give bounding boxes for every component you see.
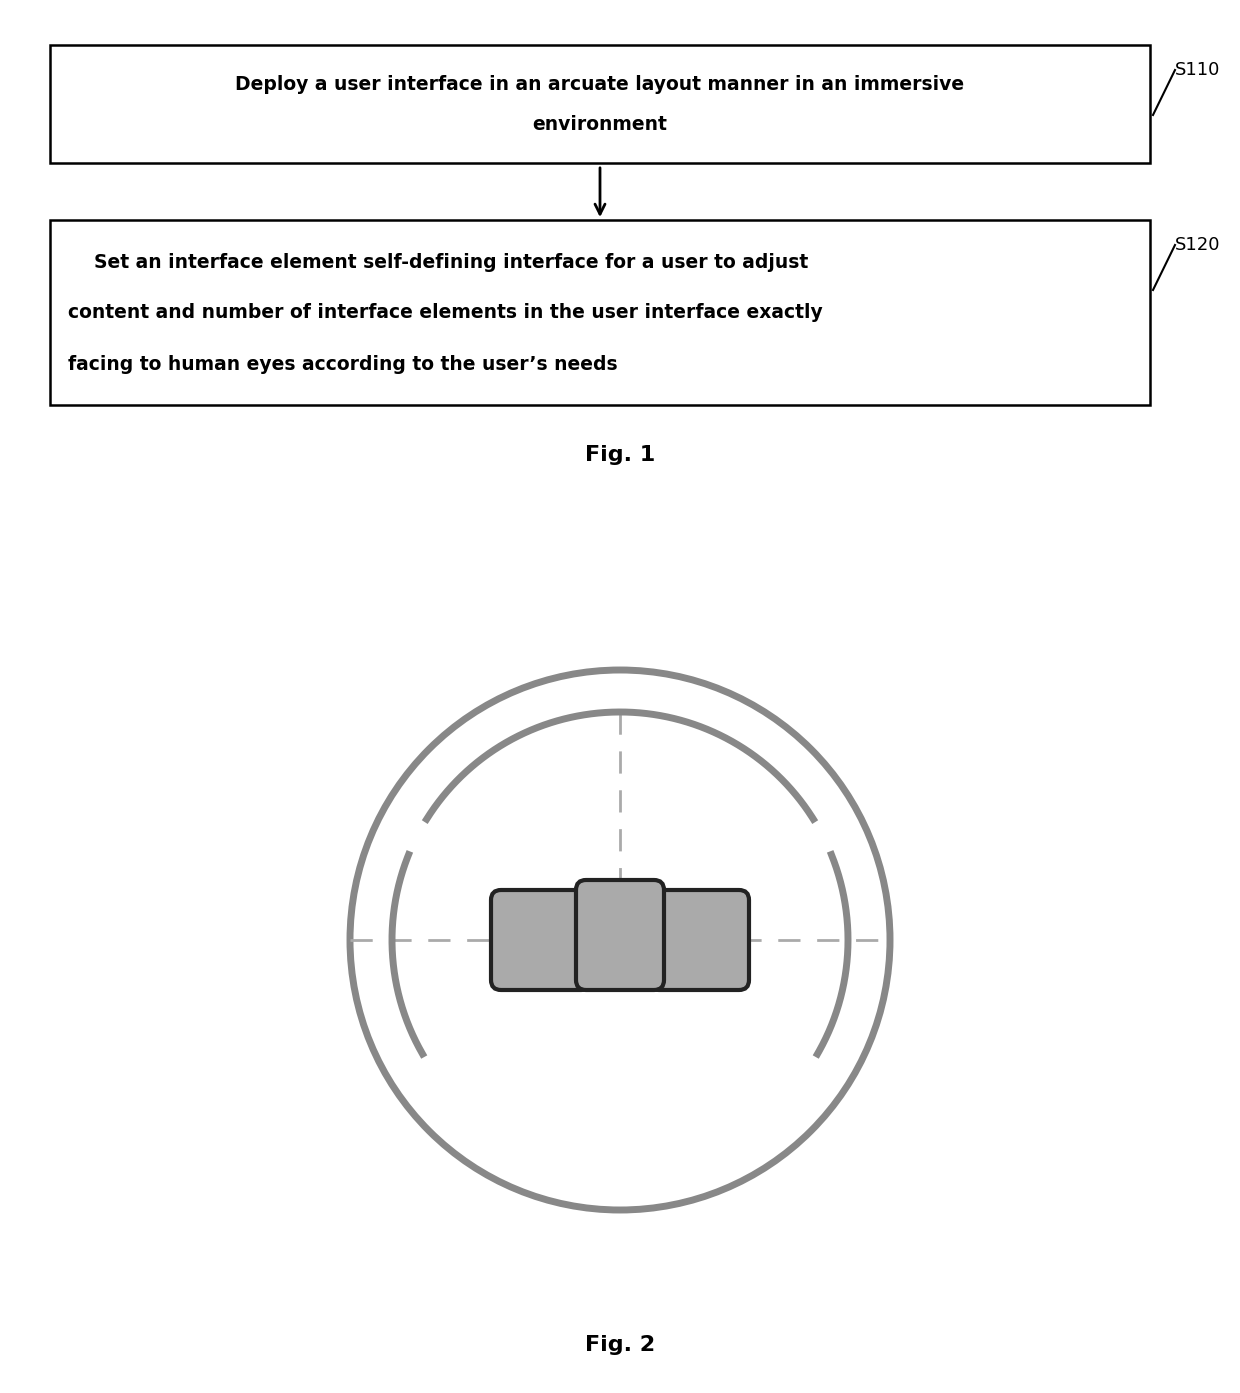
Text: S110: S110 [1176, 61, 1220, 79]
Text: facing to human eyes according to the user’s needs: facing to human eyes according to the us… [68, 354, 618, 373]
Text: environment: environment [532, 114, 667, 134]
Text: S120: S120 [1176, 235, 1220, 254]
Text: content and number of interface elements in the user interface exactly: content and number of interface elements… [68, 304, 823, 323]
FancyBboxPatch shape [491, 890, 591, 990]
Text: Deploy a user interface in an arcuate layout manner in an immersive: Deploy a user interface in an arcuate la… [236, 74, 965, 93]
Text: Set an interface element self-defining interface for a user to adjust: Set an interface element self-defining i… [68, 252, 808, 272]
Text: Fig. 2: Fig. 2 [585, 1334, 655, 1355]
Bar [50, 220, 1149, 405]
Bar [50, 45, 1149, 163]
FancyBboxPatch shape [577, 880, 663, 990]
Text: Fig. 1: Fig. 1 [585, 444, 655, 465]
FancyBboxPatch shape [649, 890, 749, 990]
